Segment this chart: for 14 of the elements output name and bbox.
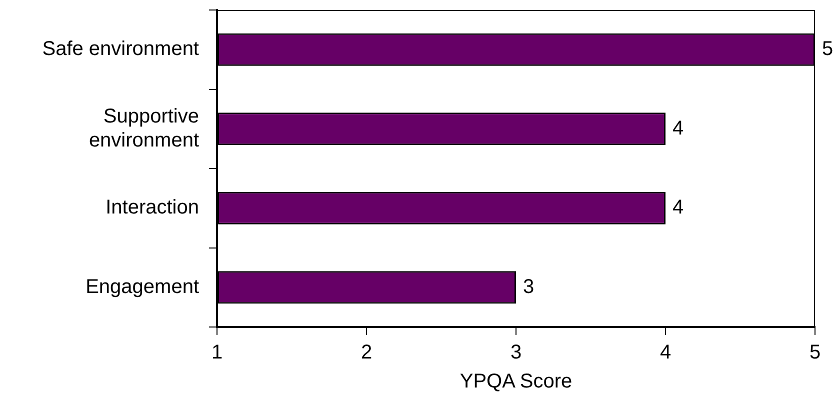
y-tick-label: Supportive environment	[88, 105, 200, 152]
x-axis-title: YPQA Score	[460, 370, 572, 393]
y-tick-label: Safe environment	[42, 38, 200, 60]
data-label: 4	[672, 117, 684, 140]
x-tick-label: 1	[211, 342, 223, 364]
y-tick-label: Interaction	[106, 196, 199, 219]
data-label: 4	[672, 196, 684, 219]
y-tick-label: Engagement	[86, 276, 200, 298]
x-tick-label: 2	[360, 342, 372, 364]
x-tick-label: 4	[660, 342, 672, 364]
x-tick-label: 5	[809, 342, 821, 364]
x-tick-label: 3	[510, 342, 522, 364]
data-label: 3	[523, 276, 534, 298]
data-label: 5	[822, 38, 834, 60]
